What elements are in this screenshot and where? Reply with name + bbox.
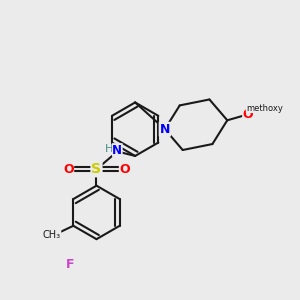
Text: O: O (119, 163, 130, 176)
Text: N: N (160, 123, 170, 136)
Text: H: H (105, 144, 113, 154)
Text: F: F (65, 258, 74, 271)
Text: CH₃: CH₃ (43, 230, 61, 240)
Text: methoxy: methoxy (246, 104, 283, 113)
Text: N: N (112, 143, 122, 157)
Text: S: S (92, 162, 101, 176)
Text: O: O (63, 163, 74, 176)
Text: O: O (243, 108, 254, 121)
